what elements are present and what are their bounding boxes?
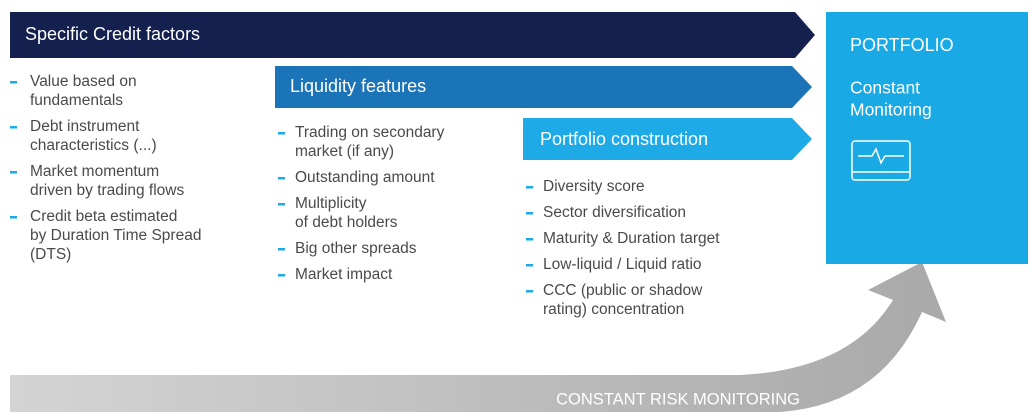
bullet-text: rating) concentration: [543, 301, 684, 318]
column-title: Liquidity features: [290, 76, 426, 96]
bullet-dash: [10, 216, 17, 219]
bullet-text: Maturity & Duration target: [543, 230, 720, 247]
bullet-dash: [526, 238, 533, 241]
bullet-text: Low-liquid / Liquid ratio: [543, 256, 702, 273]
bullet-dash: [10, 126, 17, 129]
bullet-dash: [10, 81, 17, 84]
bullet-dash: [526, 212, 533, 215]
bullet-dash: [278, 132, 285, 135]
bullet-dash: [526, 186, 533, 189]
bullet-text: Market impact: [295, 266, 393, 283]
bullet-text: Sector diversification: [543, 204, 686, 221]
bullet-dash: [526, 264, 533, 267]
portfolio-title: PORTFOLIO: [850, 35, 954, 55]
bullet-text: driven by trading flows: [30, 182, 184, 199]
bullet-text: characteristics (...): [30, 137, 157, 154]
bullet-text: of debt holders: [295, 214, 398, 231]
portfolio-box: [826, 12, 1028, 264]
arrow-2: [275, 66, 812, 108]
column-title: Portfolio construction: [540, 129, 708, 149]
bullet-dash: [278, 274, 285, 277]
bullet-text: fundamentals: [30, 92, 123, 109]
bullet-text: Trading on secondary: [295, 124, 445, 141]
footer-label: CONSTANT RISK MONITORING: [556, 390, 800, 408]
portfolio-subtitle: Monitoring: [850, 100, 932, 120]
bullet-text: market (if any): [295, 143, 394, 160]
bullet-dash: [526, 290, 533, 293]
risk-arrow: [10, 262, 946, 412]
bullet-text: (DTS): [30, 246, 71, 263]
bullet-dash: [278, 203, 285, 206]
bullet-dash: [278, 248, 285, 251]
bullet-dash: [278, 177, 285, 180]
bullet-text: Value based on: [30, 73, 137, 90]
arrow-1: [10, 12, 815, 58]
monitor-icon: [851, 140, 911, 181]
portfolio-subtitle: Constant: [850, 78, 920, 98]
bullet-text: CCC (public or shadow: [543, 282, 703, 299]
bullet-text: Diversity score: [543, 178, 645, 195]
bullet-text: Debt instrument: [30, 118, 140, 135]
bullet-text: Multiplicity: [295, 195, 367, 212]
bullet-text: Market momentum: [30, 163, 159, 180]
bullet-dash: [10, 171, 17, 174]
bullet-text: by Duration Time Spread: [30, 227, 201, 244]
bullet-text: Credit beta estimated: [30, 208, 177, 225]
arrow-3: [523, 118, 812, 160]
bullet-text: Big other spreads: [295, 240, 417, 257]
column-title: Specific Credit factors: [25, 24, 200, 44]
bullet-text: Outstanding amount: [295, 169, 435, 186]
